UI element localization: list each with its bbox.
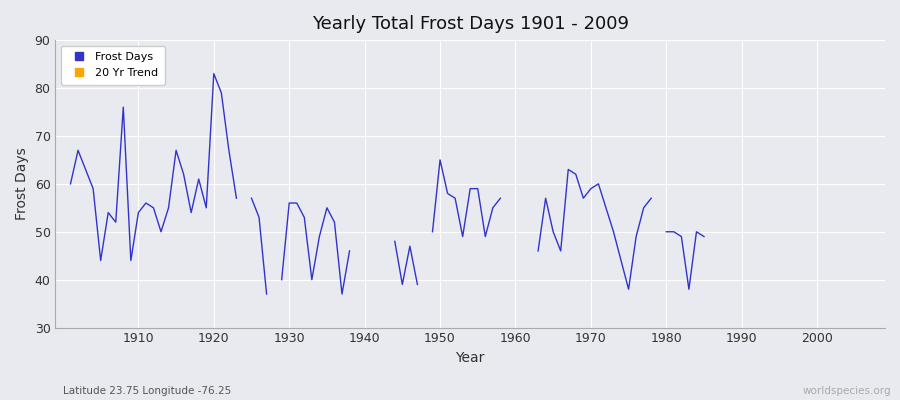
Title: Yearly Total Frost Days 1901 - 2009: Yearly Total Frost Days 1901 - 2009 xyxy=(311,15,629,33)
Y-axis label: Frost Days: Frost Days xyxy=(15,148,29,220)
Text: worldspecies.org: worldspecies.org xyxy=(803,386,891,396)
X-axis label: Year: Year xyxy=(455,351,485,365)
Text: Latitude 23.75 Longitude -76.25: Latitude 23.75 Longitude -76.25 xyxy=(63,386,231,396)
Legend: Frost Days, 20 Yr Trend: Frost Days, 20 Yr Trend xyxy=(61,46,166,84)
